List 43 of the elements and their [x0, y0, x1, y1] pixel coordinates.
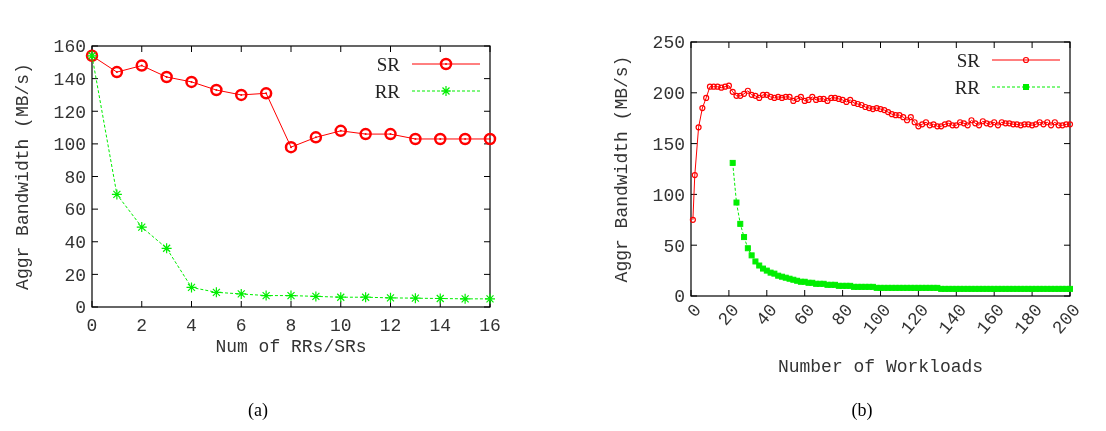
x-axis-title: Number of Workloads: [777, 357, 984, 377]
x-tick-label: 60: [790, 300, 820, 330]
y-tick-label: 100: [53, 135, 86, 156]
y-tick-label: 160: [53, 37, 86, 58]
y-axis-title: Aggr Bandwidth (MB/s): [612, 55, 632, 283]
x-tick-label: 20: [714, 300, 744, 330]
x-tick-label: 16: [479, 316, 501, 336]
x-tick-label: 140: [934, 300, 971, 339]
y-tick-label: 80: [64, 167, 86, 188]
text: (a): [248, 400, 268, 421]
y-axis-title: Aggr Bandwidth (MB/s): [13, 63, 33, 290]
legend-label: RR: [954, 76, 981, 98]
y-tick-label: 140: [53, 69, 86, 90]
x-tick-label: 100: [859, 300, 896, 339]
legend-label: SR: [956, 49, 981, 71]
y-tick-label: 150: [652, 134, 685, 155]
x-tick-label: 4: [186, 316, 197, 336]
x-tick-label: 0: [683, 300, 706, 322]
text: (b): [851, 400, 873, 421]
x-tick-label: 8: [285, 316, 297, 336]
y-tick-label: 40: [64, 233, 86, 254]
x-tick-label: 2: [136, 316, 148, 336]
y-tick-label: 50: [663, 236, 685, 257]
y-tick-label: 0: [674, 287, 685, 308]
x-tick-label: 40: [752, 300, 782, 330]
y-tick-label: 250: [652, 33, 685, 54]
legend-label: RR: [374, 80, 401, 102]
y-tick-label: 200: [652, 84, 685, 105]
x-tick-label: 120: [896, 300, 934, 339]
x-tick-label: 160: [972, 300, 1009, 339]
legend-label: SR: [376, 53, 401, 75]
x-tick-label: 180: [1010, 300, 1047, 339]
x-tick-label: 80: [828, 300, 858, 330]
x-tick-label: 10: [329, 316, 352, 336]
x-axis-title: Num of RRs/SRs: [215, 337, 367, 357]
y-tick-label: 20: [64, 265, 86, 286]
y-tick-label: 120: [53, 102, 86, 123]
x-tick-label: 200: [1048, 300, 1085, 339]
x-tick-label: 14: [429, 316, 452, 336]
y-tick-label: 100: [652, 185, 685, 206]
y-tick-label: 60: [64, 200, 86, 221]
x-tick-label: 12: [379, 316, 402, 336]
x-tick-label: 6: [235, 316, 247, 336]
